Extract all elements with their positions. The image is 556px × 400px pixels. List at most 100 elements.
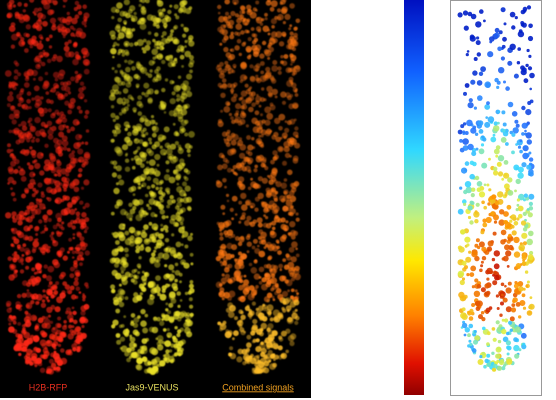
cell <box>61 29 68 36</box>
cell <box>239 144 247 151</box>
cell <box>67 109 73 115</box>
cell <box>28 256 34 261</box>
cell <box>464 236 471 243</box>
cell <box>61 139 69 147</box>
cell <box>52 0 58 6</box>
cell <box>132 322 139 328</box>
cell <box>120 256 127 263</box>
cell <box>475 202 480 207</box>
cell <box>129 5 136 12</box>
cell <box>460 124 465 129</box>
cell <box>222 260 228 266</box>
cell <box>48 246 51 249</box>
cell <box>482 222 488 228</box>
cell <box>181 127 186 133</box>
cell <box>27 182 34 190</box>
cell <box>243 330 246 334</box>
cell <box>23 70 31 78</box>
cell <box>278 126 283 131</box>
micrograph-cells <box>4 0 301 375</box>
cell <box>290 54 297 62</box>
cell <box>271 226 276 231</box>
cell <box>470 79 476 85</box>
cell <box>471 348 477 353</box>
cell <box>247 360 251 365</box>
cell <box>50 352 55 358</box>
cell <box>134 268 138 273</box>
cell <box>147 73 153 78</box>
cell <box>179 280 182 284</box>
cell <box>77 10 83 16</box>
cell <box>285 279 293 287</box>
cell <box>498 219 505 226</box>
cell <box>127 59 133 65</box>
cell <box>270 31 278 38</box>
cell <box>50 294 55 299</box>
cell <box>33 12 37 16</box>
cell <box>110 89 116 95</box>
cell <box>221 83 228 90</box>
cell <box>474 243 479 248</box>
cell <box>43 81 50 88</box>
cell <box>164 340 172 347</box>
cell <box>278 297 283 302</box>
cell <box>266 112 274 120</box>
cell <box>225 329 229 333</box>
cell <box>239 5 246 11</box>
cell <box>482 137 487 142</box>
cell <box>237 176 245 183</box>
cell <box>281 290 289 298</box>
cell <box>223 106 231 113</box>
cell <box>493 250 500 257</box>
cell <box>475 40 481 46</box>
cell <box>246 135 251 140</box>
cell <box>520 220 527 226</box>
cell <box>294 26 298 31</box>
cell <box>252 7 257 12</box>
cell <box>492 231 497 236</box>
cell <box>164 238 170 243</box>
cell <box>481 200 485 205</box>
cell <box>119 289 126 296</box>
cell <box>81 20 87 26</box>
cell <box>47 290 53 296</box>
cell <box>18 352 22 357</box>
cell <box>289 190 295 196</box>
cell <box>69 285 75 291</box>
cell <box>178 353 182 357</box>
cell <box>45 37 50 42</box>
cell <box>80 257 85 261</box>
cell <box>147 137 152 142</box>
cell <box>28 123 33 127</box>
cell <box>79 81 85 86</box>
cell <box>46 186 53 194</box>
cell <box>466 119 473 127</box>
cell <box>17 220 23 226</box>
cell <box>176 98 180 102</box>
cell <box>176 94 181 98</box>
cell <box>228 311 235 319</box>
cell <box>36 42 44 50</box>
cell <box>49 234 54 238</box>
cell <box>23 331 31 339</box>
cell <box>478 71 484 77</box>
cell <box>140 286 146 292</box>
cell <box>515 302 521 307</box>
cell <box>522 227 528 232</box>
cell <box>169 143 177 150</box>
cell <box>272 245 279 252</box>
cell <box>459 139 463 143</box>
cell <box>464 181 472 188</box>
cell <box>274 214 279 219</box>
cell <box>138 209 145 216</box>
cell <box>271 88 278 96</box>
cell <box>27 206 33 212</box>
cell <box>159 54 163 58</box>
cell <box>295 253 300 258</box>
cell <box>41 331 48 338</box>
cell <box>285 67 292 74</box>
cell <box>241 42 246 47</box>
cell <box>522 287 526 291</box>
cell <box>527 254 534 261</box>
cell <box>42 215 48 221</box>
